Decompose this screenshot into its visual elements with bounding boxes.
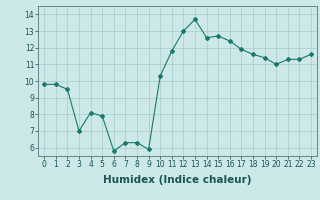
X-axis label: Humidex (Indice chaleur): Humidex (Indice chaleur) [103,175,252,185]
